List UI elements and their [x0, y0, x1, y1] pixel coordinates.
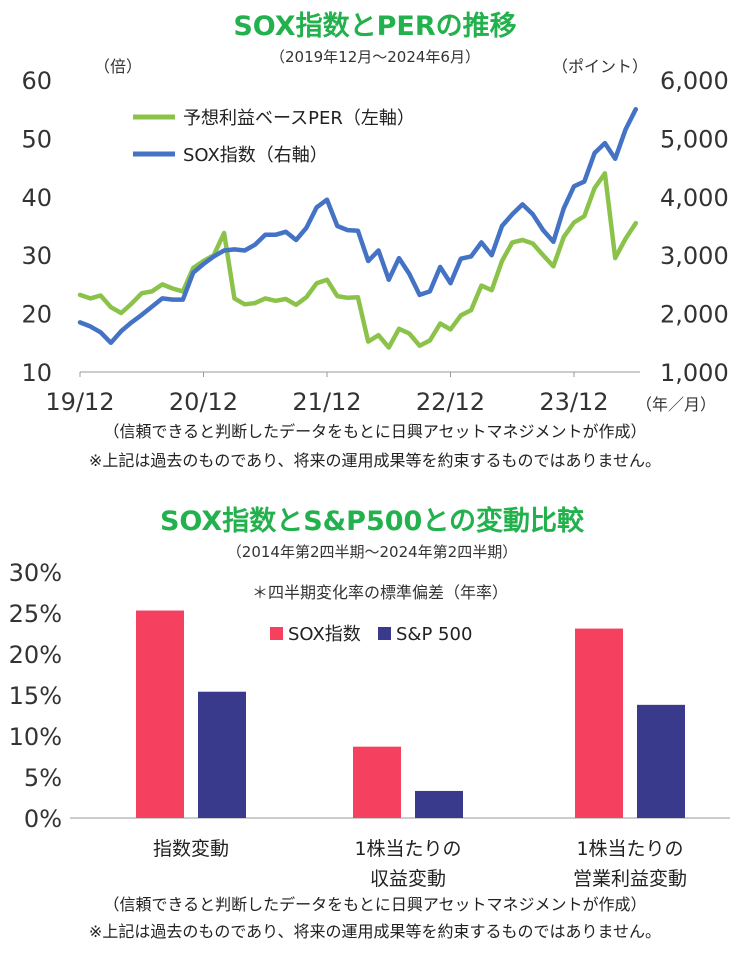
left-axis-tick-label: 10 [21, 359, 52, 387]
legend-label: SOX指数（右軸） [183, 145, 328, 166]
y-axis-tick-label: 20% [9, 641, 62, 669]
chart2-title: SOX指数とS&P500との変動比較 [160, 505, 585, 537]
chart1-subtitle: （2019年12月～2024年6月） [270, 48, 480, 66]
sox-bar [575, 628, 623, 818]
chart1-right-unit: （ポイント） [552, 57, 648, 76]
y-axis-tick-label: 30% [9, 559, 62, 587]
chart1-left-unit: （倍） [94, 57, 142, 76]
legend-label: 予想利益ベースPER（左軸） [183, 108, 415, 129]
right-axis-tick-label: 3,000 [660, 242, 729, 270]
chart1-plot: 10 20 30 40 50 60 1,000 2,000 3,000 4,000 5,000 6,0… [21, 67, 728, 416]
chart1-title: SOX指数とPERの推移 [233, 11, 516, 42]
category-label: 収益変動 [370, 868, 446, 890]
right-axis-tick-label: 4,000 [660, 184, 729, 212]
x-axis-tick-label: 23/12 [539, 388, 608, 416]
category-label: 1株当たりの [354, 838, 461, 860]
legend-label: SOX指数 [288, 624, 361, 645]
sp500-bar [198, 691, 246, 818]
y-axis-tick-label: 5% [24, 764, 62, 792]
category-label: 指数変動 [153, 838, 229, 860]
right-axis-tick-label: 2,000 [660, 301, 729, 329]
right-axis-tick-label: 1,000 [660, 359, 729, 387]
y-axis-tick-label: 10% [9, 723, 62, 751]
chart2-plot: 0%5%10%15%20%25%30%指数変動 1株当たりの収益変動1株当たりの営… [9, 559, 730, 890]
sp500-bar [415, 790, 463, 818]
left-axis-tick-label: 20 [21, 301, 52, 329]
sox-bar [353, 746, 401, 818]
chart2-source: （信頼できると判断したデータをもとに日興アセットマネジメントが作成） [103, 895, 646, 914]
left-axis-tick-label: 50 [21, 125, 52, 153]
x-axis-tick-label: 22/12 [416, 388, 485, 416]
right-axis-tick-label: 5,000 [660, 125, 729, 153]
y-axis-tick-label: 0% [24, 805, 62, 833]
chart2-note: ＊四半期変化率の標準偏差（年率） [252, 583, 508, 602]
sp500-bar [637, 704, 685, 818]
chart1-x-unit: （年／月） [636, 395, 716, 414]
y-axis-tick-label: 25% [9, 600, 62, 628]
sox-bar [136, 610, 184, 818]
category-label: 営業利益変動 [573, 868, 687, 890]
sox-series-line [77, 106, 639, 346]
legend-swatch [270, 627, 283, 640]
left-axis-tick-label: 60 [21, 67, 52, 95]
legend-label: S&P 500 [396, 624, 472, 645]
x-axis-tick-label: 20/12 [169, 388, 238, 416]
chart2-disclaimer: ※上記は過去のものであり、将来の運用成果等を約束するものではありません。 [89, 922, 661, 941]
chart2-subtitle: （2014年第2四半期～2024年第2四半期） [227, 543, 517, 561]
y-axis-tick-label: 15% [9, 682, 62, 710]
left-axis-tick-label: 40 [21, 184, 52, 212]
right-axis-tick-label: 6,000 [660, 67, 729, 95]
per-series-line [77, 171, 639, 350]
x-axis-tick-label: 19/12 [45, 388, 114, 416]
chart1-source: （信頼できると判断したデータをもとに日興アセットマネジメントが作成） [103, 422, 646, 441]
chart1-disclaimer: ※上記は過去のものであり、将来の運用成果等を約束するものではありません。 [89, 451, 661, 470]
x-axis-tick-label: 21/12 [292, 388, 361, 416]
category-label: 1株当たりの [576, 838, 683, 860]
legend-swatch [378, 627, 391, 640]
left-axis-tick-label: 30 [21, 242, 52, 270]
